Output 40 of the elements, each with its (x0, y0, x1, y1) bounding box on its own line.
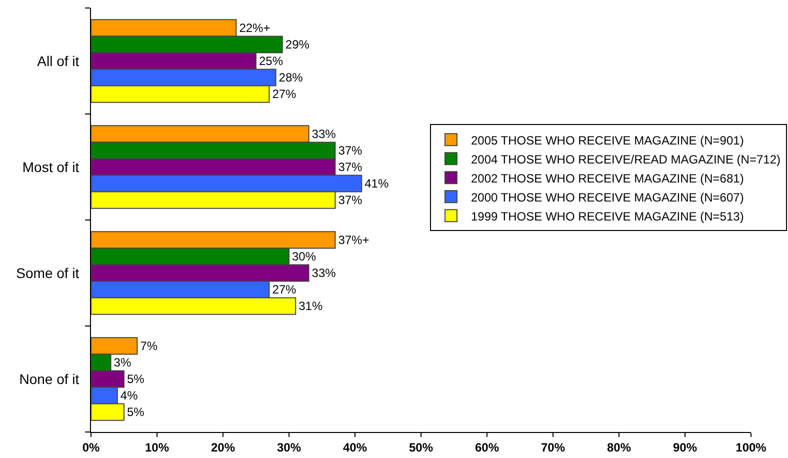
data-label: 4% (120, 388, 138, 403)
legend-label: 1999 THOSE WHO RECEIVE MAGAZINE (N=513) (470, 209, 744, 224)
x-tick-label: 0% (82, 440, 100, 454)
data-label: 30% (292, 249, 316, 264)
data-label: 29% (285, 37, 310, 52)
data-label: 33% (312, 126, 336, 141)
data-label: 7% (140, 338, 158, 353)
data-label: 37% (338, 193, 363, 208)
data-label: 5% (127, 405, 145, 420)
x-tick-label: 10% (144, 440, 170, 454)
data-label: 33% (312, 266, 336, 280)
x-tick-label: 70% (540, 440, 566, 454)
data-label: 41% (364, 176, 389, 191)
legend-label: 2004 THOSE WHO RECEIVE/READ MAGAZINE (N=712) (470, 152, 780, 166)
x-tick-label: 40% (342, 440, 368, 454)
legend-label: 2000 THOSE WHO RECEIVE MAGAZINE (N=607) (470, 190, 744, 204)
y-tick-label: Most of it (22, 158, 80, 175)
legend-label: 2005 THOSE WHO RECEIVE MAGAZINE (N=901) (470, 133, 744, 148)
data-label: 31% (298, 299, 323, 314)
x-tick-label: 60% (474, 440, 500, 454)
data-label: 22%+ (239, 20, 270, 35)
data-label: 37%+ (338, 232, 370, 247)
data-label: 3% (114, 355, 132, 370)
data-label: 27% (272, 87, 297, 102)
x-tick-label: 80% (606, 440, 632, 454)
x-tick-label: 20% (210, 440, 236, 454)
x-tick-label: 90% (672, 440, 698, 454)
data-label: 27% (272, 282, 297, 297)
x-tick-label: 50% (408, 440, 434, 454)
y-tick-label: None of it (19, 370, 80, 387)
legend-label: 2002 THOSE WHO RECEIVE MAGAZINE (N=681) (470, 171, 744, 186)
x-tick-label: 30% (276, 440, 302, 454)
data-label: 37% (338, 160, 363, 174)
data-label: 5% (127, 372, 145, 386)
y-tick-label: All of it (37, 52, 80, 69)
data-label: 37% (338, 143, 363, 158)
x-tick-label: 100% (736, 440, 767, 454)
data-label: 28% (278, 70, 304, 85)
data-label: 25% (259, 54, 284, 68)
y-tick-label: Some of it (16, 264, 80, 281)
